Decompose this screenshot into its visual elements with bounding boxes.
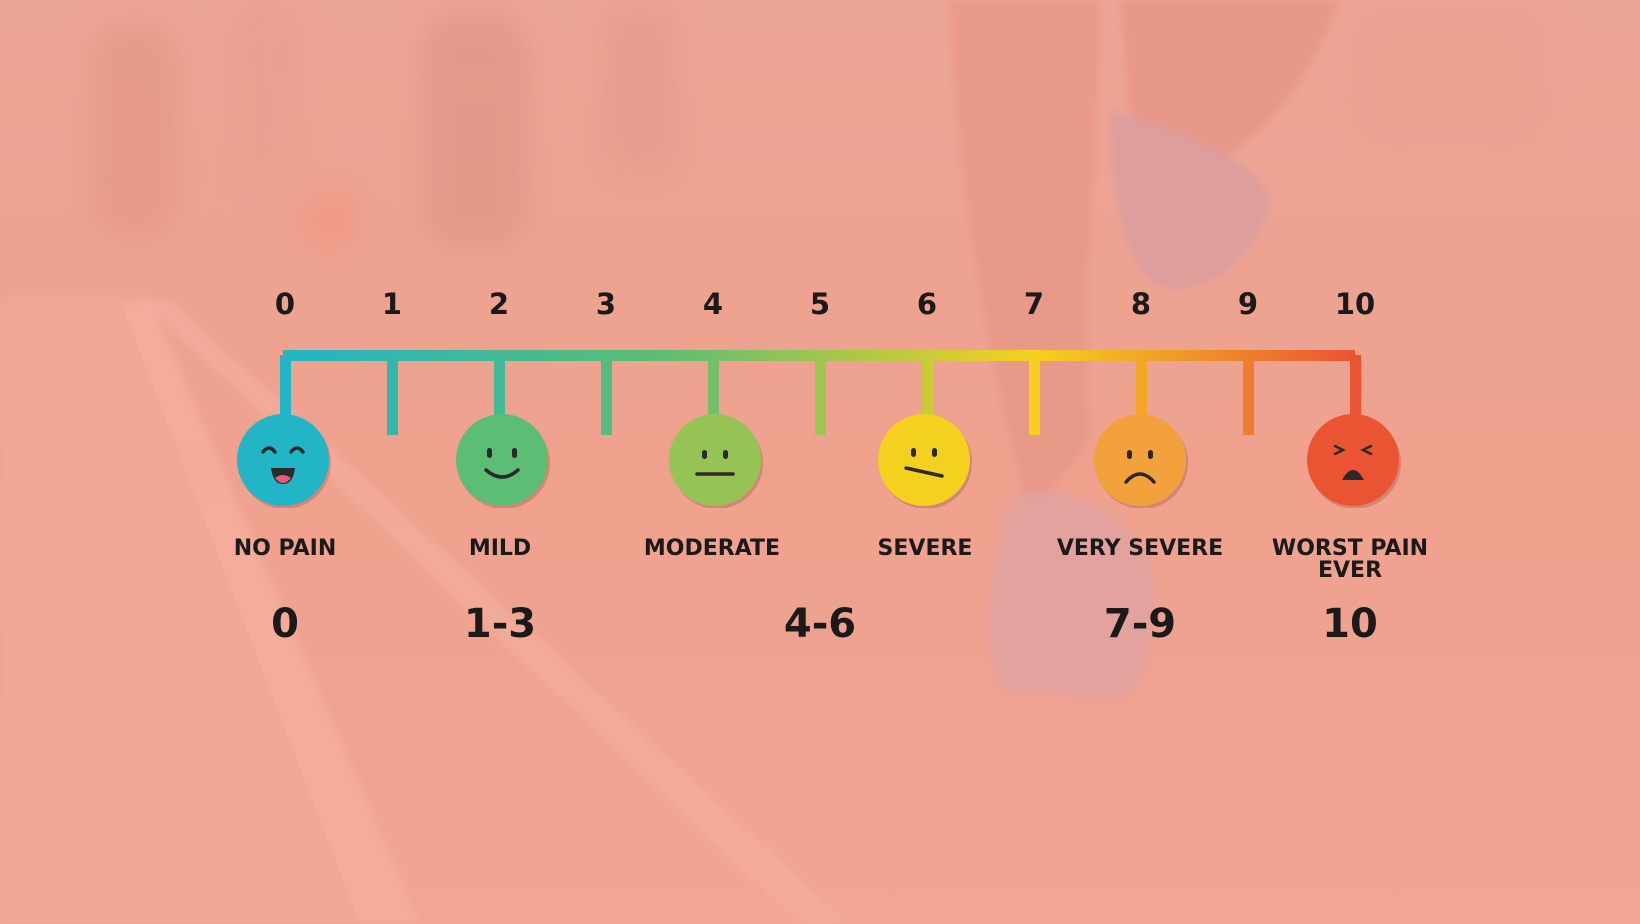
scale-number: 2 — [488, 287, 510, 321]
pain-level-label: NO PAIN — [233, 536, 337, 561]
scale-tick — [922, 355, 933, 425]
scale-tick — [494, 355, 505, 425]
frowning-face-icon — [1092, 412, 1188, 509]
scale-tick — [815, 355, 826, 435]
pain-range: 0 — [271, 601, 299, 647]
scale-tick — [280, 355, 291, 425]
smiling-face-icon — [454, 412, 550, 509]
scale-number: 8 — [1130, 287, 1152, 321]
scale-tick — [387, 355, 398, 435]
pain-range: 1-3 — [463, 601, 537, 647]
scale-tick — [1136, 355, 1147, 425]
uneasy-face-icon — [876, 412, 972, 509]
pain-level-label: MODERATE — [643, 536, 781, 561]
neutral-face-icon — [667, 412, 763, 509]
scale-number: 0 — [274, 287, 296, 321]
scale-number: 9 — [1237, 287, 1259, 321]
pain-level-label: MILD — [468, 536, 532, 561]
scale-tick — [601, 355, 612, 435]
pain-range: 10 — [1322, 601, 1378, 647]
scale-number: 6 — [916, 287, 938, 321]
pain-range: 7-9 — [1103, 601, 1177, 647]
scale-tick — [708, 355, 719, 425]
scale-tick — [1243, 355, 1254, 435]
crying-face-icon — [1305, 412, 1401, 509]
scale-number: 1 — [381, 287, 403, 321]
scale-tick — [1350, 355, 1361, 425]
pain-level-label: VERY SEVERE — [1056, 536, 1224, 561]
scale-number: 4 — [702, 287, 724, 321]
scale-tick — [1029, 355, 1040, 435]
scale-number: 10 — [1334, 287, 1376, 321]
scale-number: 5 — [809, 287, 831, 321]
pain-range: 4-6 — [783, 601, 857, 647]
scale-number: 3 — [595, 287, 617, 321]
pain-level-label: SEVERE — [877, 536, 973, 561]
pain-level-label: WORST PAIN EVER — [1271, 536, 1429, 583]
scale-number: 7 — [1023, 287, 1045, 321]
laughing-face-icon — [235, 412, 331, 509]
